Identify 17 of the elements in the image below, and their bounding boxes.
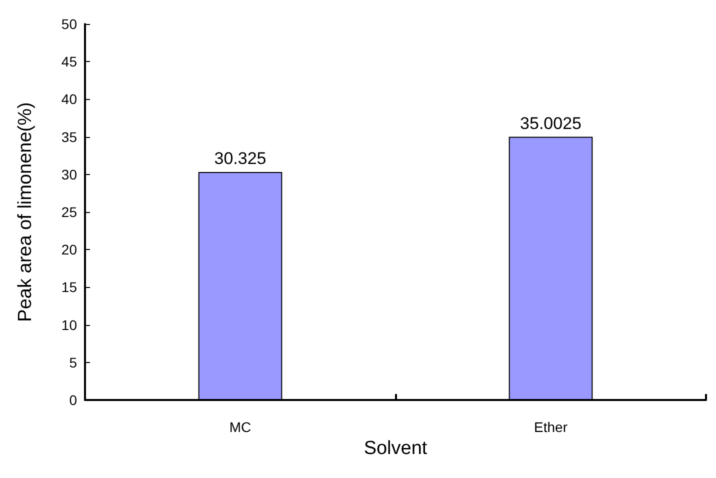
y-tick-label: 45 (61, 54, 78, 70)
y-tick-label: 15 (61, 279, 78, 296)
y-axis-title: Peak area of limonene(%) (15, 102, 36, 322)
x-tick-label: Ether (534, 419, 568, 435)
y-tick-label: 30 (61, 166, 78, 182)
data-label: 30.325 (214, 148, 266, 168)
x-tick-label: MC (229, 419, 252, 435)
y-tick-label: 0 (69, 392, 78, 408)
x-axis-title: Solvent (364, 438, 428, 459)
y-tick-label: 25 (61, 204, 78, 220)
y-tick-label: 10 (61, 316, 78, 333)
y-tick-label: 20 (61, 242, 78, 258)
y-tick-label: 40 (61, 91, 78, 108)
y-tick-label: 5 (69, 354, 78, 370)
y-tick-label: 35 (61, 128, 78, 145)
data-label: 35.0025 (520, 114, 582, 133)
y-tick-label: 50 (61, 16, 78, 32)
